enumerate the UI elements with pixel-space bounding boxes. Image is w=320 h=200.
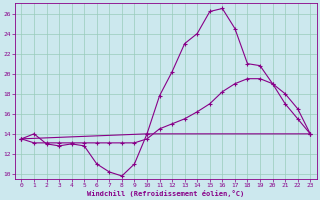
X-axis label: Windchill (Refroidissement éolien,°C): Windchill (Refroidissement éolien,°C): [87, 190, 244, 197]
